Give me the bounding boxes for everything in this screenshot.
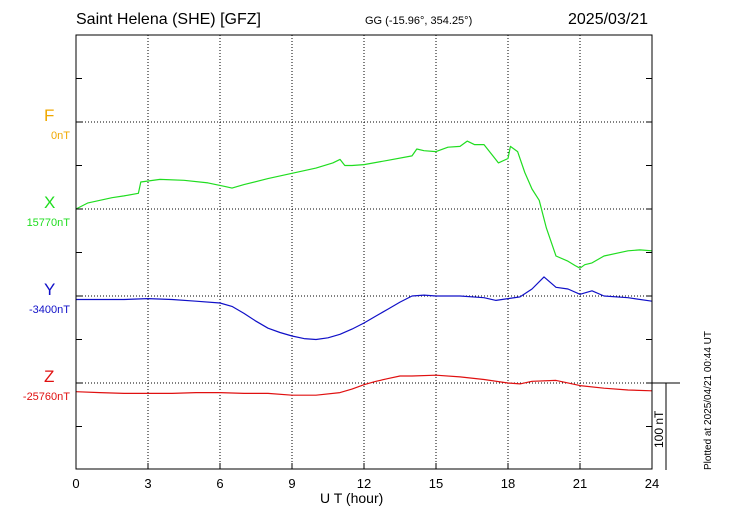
series-line-x (75, 140, 653, 269)
component-z-letter: Z (44, 367, 55, 386)
x-tick-label: 18 (501, 476, 515, 491)
x-tick-label: 6 (216, 476, 223, 491)
x-tick-label: 0 (72, 476, 79, 491)
series-line-z (75, 374, 653, 396)
component-z-baseline: -25760nT (22, 391, 70, 403)
x-tick-label: 15 (429, 476, 443, 491)
x-axis-label: U T (hour) (320, 490, 384, 506)
component-f-baseline: 0nT (51, 130, 70, 142)
x-tick-label: 24 (645, 476, 659, 491)
x-axis-ticks: 0 3 6 9 12 15 18 21 24 (72, 34, 659, 491)
plotted-at-note: Plotted at 2025/04/21 00:44 UT (703, 331, 714, 470)
component-y-baseline: -3400nT (29, 304, 70, 316)
grid-lines (76, 35, 652, 469)
scale-bar (652, 382, 680, 470)
scale-label: 100 nT (652, 410, 666, 448)
x-tick-label: 21 (573, 476, 587, 491)
component-f-letter: F (44, 106, 55, 125)
x-tick-label: 12 (357, 476, 371, 491)
series-lines (75, 140, 653, 396)
station-title: Saint Helena (SHE) [GFZ] (76, 11, 261, 28)
component-y-letter: Y (44, 280, 56, 299)
component-x-letter: X (44, 193, 56, 212)
date-label: 2025/03/21 (568, 11, 649, 28)
x-tick-label: 3 (144, 476, 151, 491)
series-line-y (76, 276, 653, 341)
x-tick-label: 9 (288, 476, 295, 491)
component-x-baseline: 15770nT (26, 217, 70, 229)
coordinates-label: GG (-15.96°, 354.25°) (365, 15, 473, 27)
